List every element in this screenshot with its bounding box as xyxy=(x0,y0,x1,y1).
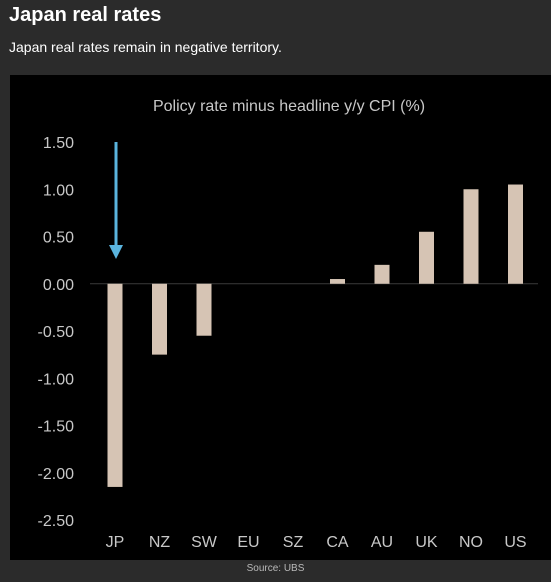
bar-nz xyxy=(152,283,167,355)
bar-no xyxy=(463,189,479,284)
y-tick-label: -2.00 xyxy=(38,466,75,483)
arrow-head xyxy=(109,245,123,259)
y-tick-label: 0.00 xyxy=(43,277,74,294)
x-tick-label: SW xyxy=(191,534,218,551)
x-tick-label: JP xyxy=(106,534,125,551)
x-tick-label: CA xyxy=(326,534,349,551)
y-tick-label: -2.50 xyxy=(38,513,75,530)
x-tick-label: EU xyxy=(237,534,259,551)
bar-us xyxy=(508,184,523,284)
y-tick-label: 0.50 xyxy=(43,230,74,247)
y-tick-label: -1.00 xyxy=(38,371,75,388)
y-tick-label: 1.50 xyxy=(43,135,74,152)
bar-uk xyxy=(419,231,434,284)
x-tick-label: SZ xyxy=(283,534,304,551)
x-tick-label: AU xyxy=(371,534,393,551)
x-tick-label: US xyxy=(504,534,526,551)
bar-jp xyxy=(107,283,123,487)
bar-au xyxy=(374,264,390,284)
y-tick-label: -1.50 xyxy=(38,419,75,436)
page-title: Japan real rates xyxy=(9,4,162,26)
y-tick-label: 1.00 xyxy=(43,182,74,199)
x-tick-label: UK xyxy=(415,534,438,551)
x-tick-label: NZ xyxy=(149,534,171,551)
y-tick-label: -0.50 xyxy=(38,324,75,341)
page-subtitle: Japan real rates remain in negative terr… xyxy=(9,39,282,55)
x-axis-ticks: JP NZ SW EU SZ CA AU UK NO US xyxy=(106,534,527,551)
bars xyxy=(107,184,523,487)
x-tick-label: NO xyxy=(459,534,483,551)
bar-ca xyxy=(330,279,345,284)
chart-panel: Policy rate minus headline y/y CPI (%) 1… xyxy=(10,75,551,560)
arrow-annotation xyxy=(109,142,123,259)
bar-chart: Policy rate minus headline y/y CPI (%) 1… xyxy=(38,98,538,551)
y-axis-ticks: 1.50 1.00 0.50 0.00 -0.50 -1.00 -1.50 -2.00 -2.5… xyxy=(38,135,538,530)
bar-sw xyxy=(196,283,212,336)
chart-title: Policy rate minus headline y/y CPI (%) xyxy=(153,98,425,115)
source-note: Source: UBS xyxy=(246,563,305,574)
